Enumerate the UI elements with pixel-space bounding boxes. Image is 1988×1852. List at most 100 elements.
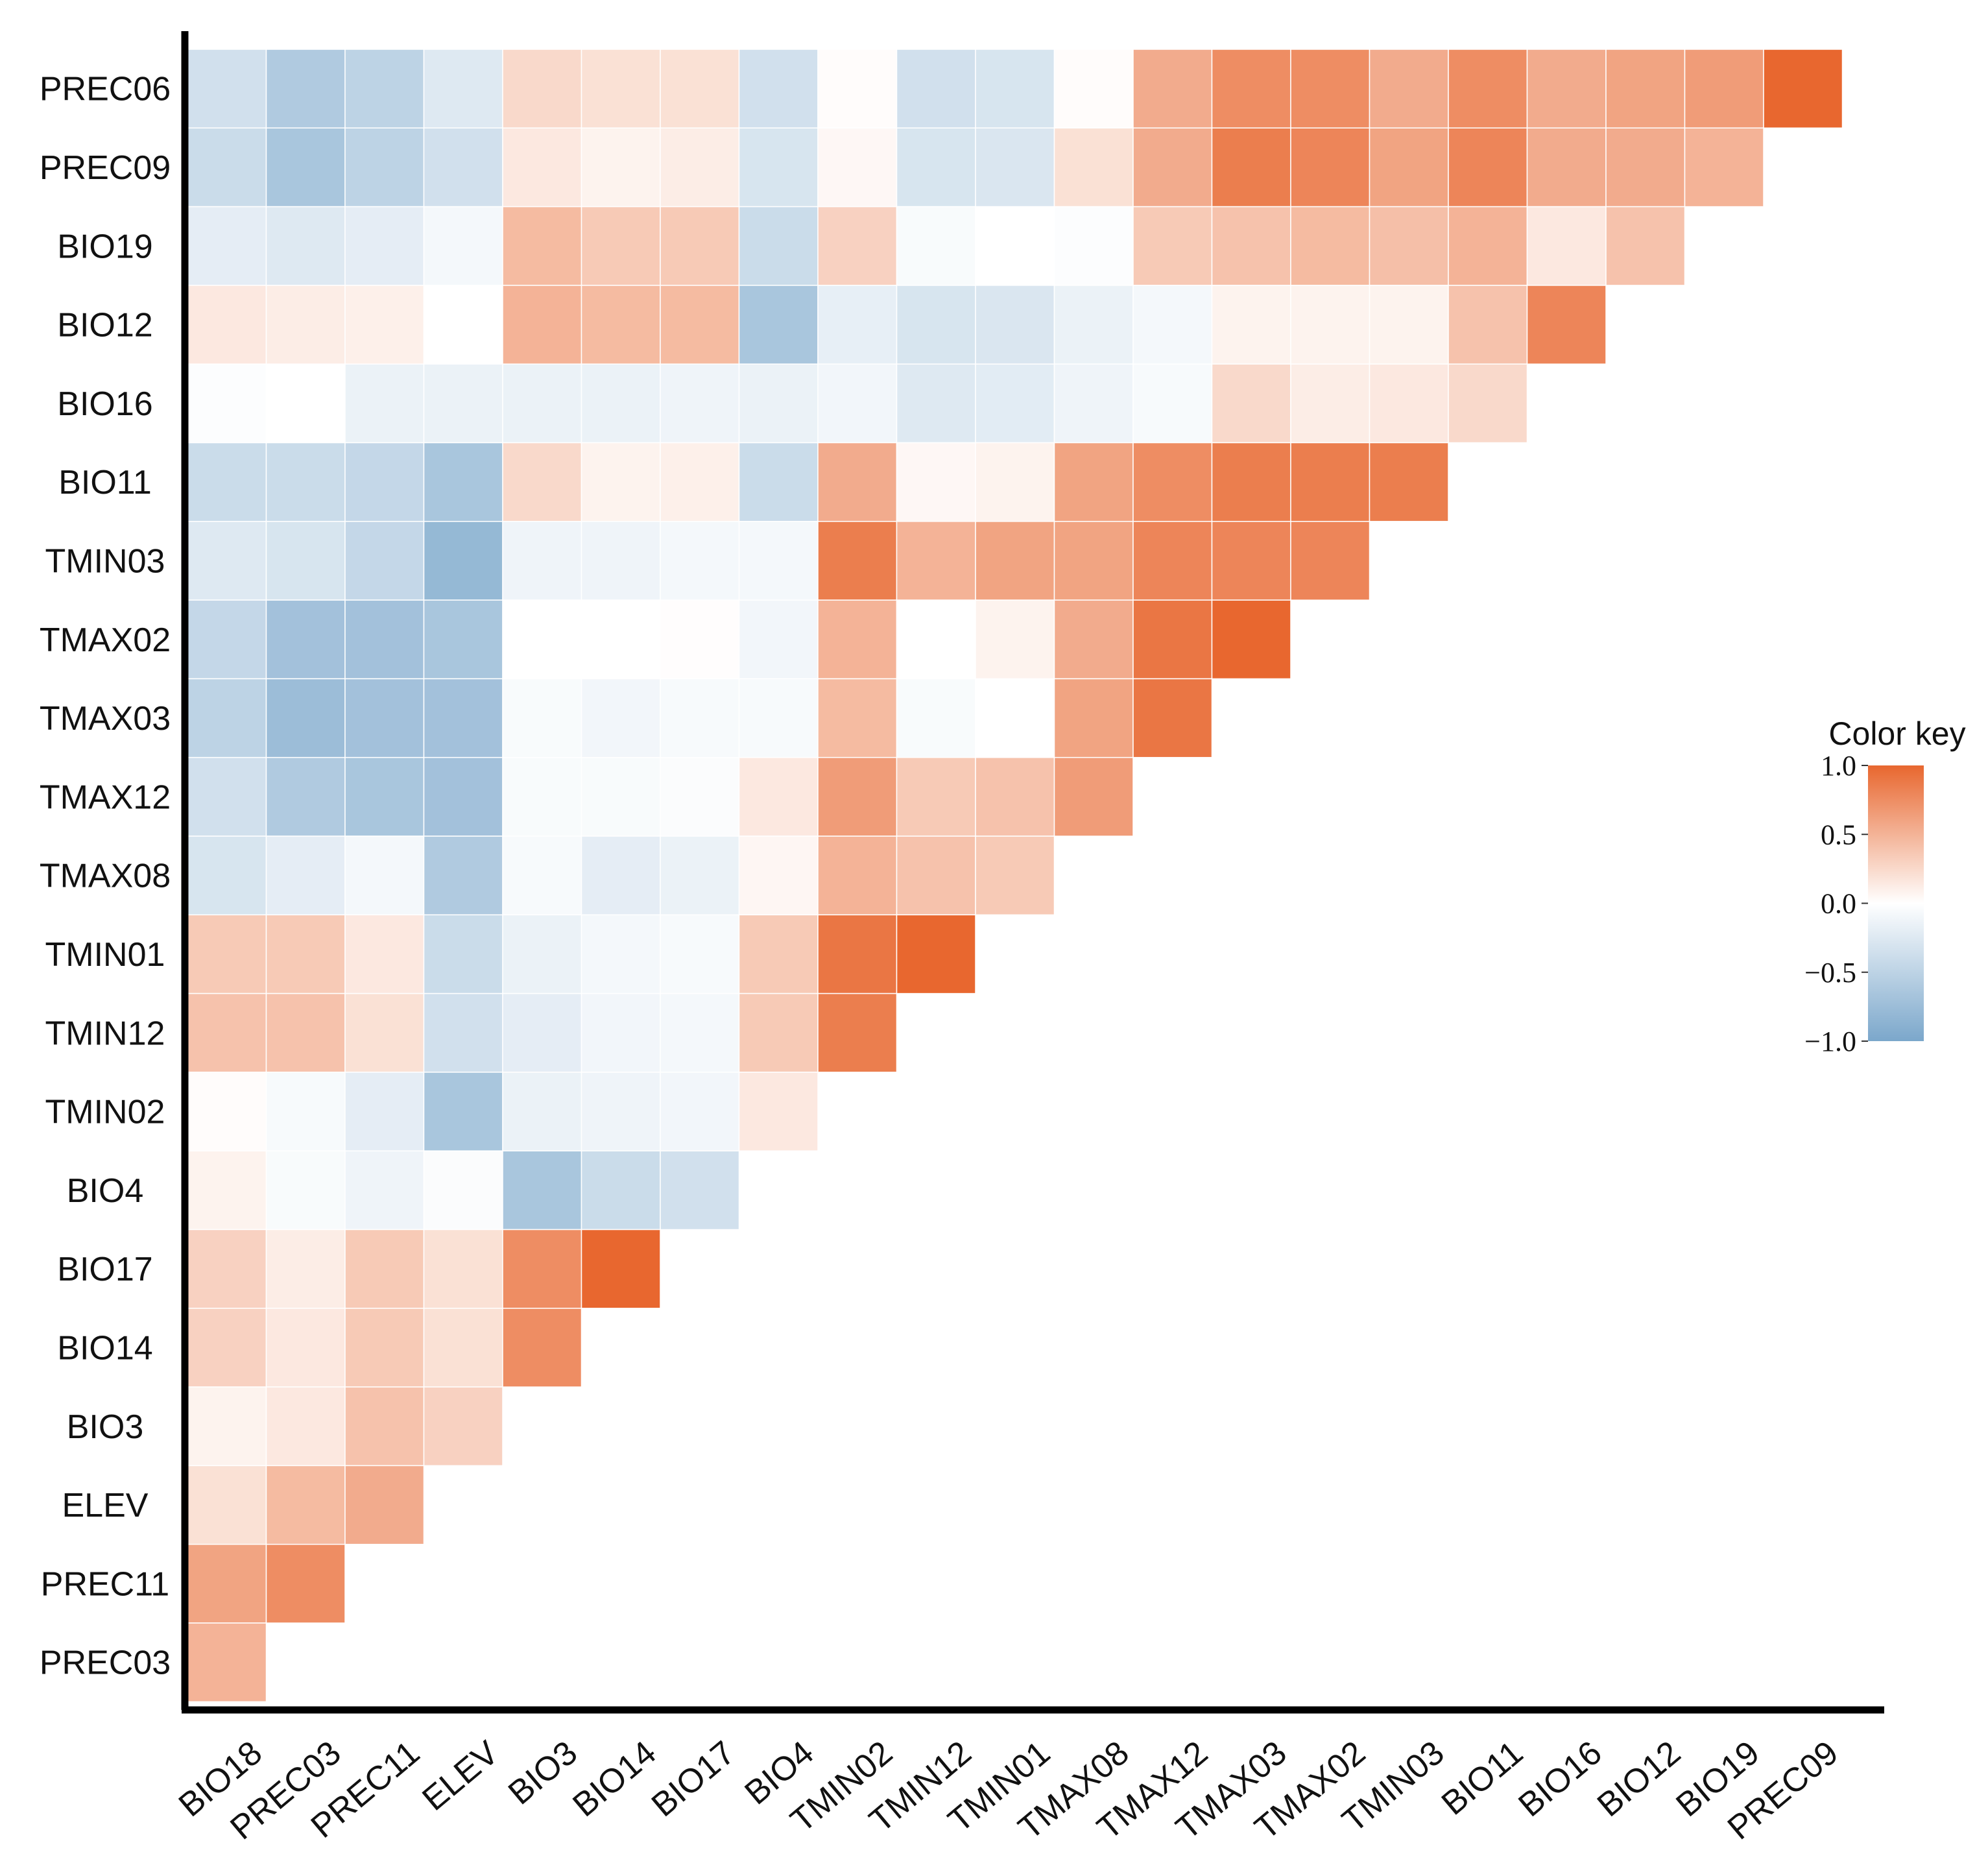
heatmap-cell-BIO11-PREC03 [265,442,346,522]
heatmap-cell-TMAX12-PREC11 [344,756,425,837]
heatmap-cell-PREC09-BIO11 [1448,127,1528,208]
heatmap-cell-BIO14-BIO18 [187,1308,267,1388]
color-key-ticks: 1.0 0.5 0.0 −0.5 −1.0 [1804,750,1868,1057]
heatmap-cell-BIO3-PREC11 [344,1386,425,1467]
heatmap-cell-TMIN03-TMIN02 [817,521,898,601]
heatmap-cell-BIO4-ELEV [423,1150,503,1231]
heatmap-cell-TMAX12-BIO18 [187,756,267,837]
color-key: Color key 1.0 0.5 0.0 −0.5 −1.0 [1804,716,1965,1057]
heatmap-cell-BIO12-TMAX02 [1290,285,1371,365]
row-label: PREC09 [40,149,171,187]
heatmap-cell-TMAX08-TMIN02 [817,836,898,916]
heatmap-cell-BIO11-TMIN02 [817,442,898,522]
heatmap-cell-BIO4-BIO18 [187,1150,267,1231]
heatmap-cell-TMAX03-TMIN02 [817,678,898,758]
column-label: BIO16 [1511,1734,1609,1824]
heatmap-cell-TMAX12-TMIN02 [817,756,898,837]
heatmap-cell-TMIN03-ELEV [423,521,503,601]
heatmap-cell-TMAX12-ELEV [423,756,503,837]
heatmap-cell-PREC06-TMIN03 [1369,49,1449,129]
heatmap-cell-TMAX12-TMAX08 [1053,756,1134,837]
heatmap-cell-BIO19-PREC11 [344,206,425,286]
heatmap-cell-BIO3-PREC03 [265,1386,346,1467]
heatmap-cell-TMAX02-TMIN02 [817,599,898,680]
heatmap-cell-BIO11-BIO4 [738,442,819,522]
heatmap-cell-BIO12-PREC03 [265,285,346,365]
column-labels: BIO18PREC03PREC11ELEVBIO3BIO14BIO17BIO4T… [172,1734,1845,1847]
heatmap-cell-BIO11-BIO18 [187,442,267,522]
heatmap-cell-BIO11-TMAX08 [1053,442,1134,522]
heatmap-cells [187,49,1843,1703]
row-label: BIO3 [67,1408,144,1446]
heatmap-cell-BIO11-TMAX03 [1211,442,1291,522]
heatmap-cell-TMAX02-PREC11 [344,599,425,680]
heatmap-cell-BIO16-BIO11 [1448,363,1528,444]
heatmap-cell-PREC09-BIO17 [660,127,740,208]
heatmap-cell-BIO19-TMAX03 [1211,206,1291,286]
heatmap-cell-TMAX08-BIO14 [581,836,661,916]
heatmap-cell-BIO19-BIO14 [581,206,661,286]
heatmap-cell-PREC06-PREC09 [1763,49,1843,129]
heatmap-cell-TMAX03-BIO4 [738,678,819,758]
heatmap-cell-TMAX02-BIO3 [502,599,582,680]
color-key-tick-label: 1.0 [1821,750,1856,782]
heatmap-cell-TMAX02-TMAX12 [1132,599,1213,680]
heatmap-cell-PREC06-BIO18 [187,49,267,129]
heatmap-cell-PREC09-BIO14 [581,127,661,208]
heatmap-cell-TMAX12-TMIN01 [975,756,1055,837]
heatmap-cell-ELEV-BIO18 [187,1465,267,1545]
heatmap-cell-TMIN01-BIO17 [660,914,740,994]
heatmap-cell-PREC06-BIO3 [502,49,582,129]
row-label: TMAX02 [40,621,171,659]
heatmap-cell-TMAX02-BIO4 [738,599,819,680]
heatmap-cell-BIO3-BIO18 [187,1386,267,1467]
heatmap-cell-BIO4-PREC03 [265,1150,346,1231]
heatmap-cell-BIO19-ELEV [423,206,503,286]
heatmap-cell-BIO19-BIO3 [502,206,582,286]
heatmap-cell-BIO11-TMAX02 [1290,442,1371,522]
row-label: TMIN02 [45,1094,165,1131]
row-labels: PREC06 PREC09 BIO19 BIO12 BIO16 BIO11 TMIN03 TM… [40,71,171,1682]
heatmap-cell-PREC06-BIO17 [660,49,740,129]
heatmap-cell-BIO19-TMIN03 [1369,206,1449,286]
heatmap-cell-PREC09-PREC03 [265,127,346,208]
heatmap-cell-BIO19-BIO11 [1448,206,1528,286]
heatmap-cell-TMAX03-ELEV [423,678,503,758]
heatmap-cell-PREC06-TMAX08 [1053,49,1134,129]
heatmap-cell-BIO19-BIO18 [187,206,267,286]
heatmap-cell-TMIN02-ELEV [423,1072,503,1151]
heatmap-cell-BIO14-PREC03 [265,1308,346,1388]
heatmap-cell-BIO19-TMIN02 [817,206,898,286]
heatmap-cell-TMIN12-BIO17 [660,992,740,1073]
heatmap-cell-ELEV-PREC03 [265,1465,346,1545]
heatmap-cell-BIO4-BIO3 [502,1150,582,1231]
heatmap-cell-PREC06-TMIN01 [975,49,1055,129]
heatmap-cell-BIO16-TMIN01 [975,363,1055,444]
heatmap-cell-BIO14-PREC11 [344,1308,425,1388]
heatmap-cell-TMIN03-TMIN12 [896,521,976,601]
heatmap-cell-BIO11-TMIN01 [975,442,1055,522]
heatmap-cell-TMIN01-TMIN12 [896,914,976,994]
heatmap-cell-TMIN02-BIO17 [660,1072,740,1151]
heatmap-cell-TMAX02-PREC03 [265,599,346,680]
heatmap-cell-TMAX12-TMIN12 [896,756,976,837]
heatmap-cell-BIO12-BIO4 [738,285,819,365]
heatmap-cell-PREC09-TMIN03 [1369,127,1449,208]
heatmap-cell-TMIN02-BIO4 [738,1072,819,1151]
heatmap-cell-PREC06-BIO11 [1448,49,1528,129]
heatmap-cell-BIO14-BIO3 [502,1308,582,1388]
heatmap-cell-PREC06-ELEV [423,49,503,129]
heatmap-cell-PREC09-TMIN01 [975,127,1055,208]
color-key-title: Color key [1828,716,1965,752]
heatmap-cell-BIO4-PREC11 [344,1150,425,1231]
heatmap-cell-BIO11-BIO14 [581,442,661,522]
heatmap-cell-PREC09-BIO4 [738,127,819,208]
row-label: TMAX03 [40,700,171,738]
heatmap-cell-TMAX08-TMIN01 [975,836,1055,916]
heatmap-cell-TMIN01-TMIN02 [817,914,898,994]
heatmap-cell-TMIN03-BIO14 [581,521,661,601]
column-label: BIO14 [566,1734,663,1824]
heatmap-cell-TMAX03-PREC03 [265,678,346,758]
heatmap-cell-TMIN03-BIO17 [660,521,740,601]
heatmap-cell-TMAX02-BIO14 [581,599,661,680]
